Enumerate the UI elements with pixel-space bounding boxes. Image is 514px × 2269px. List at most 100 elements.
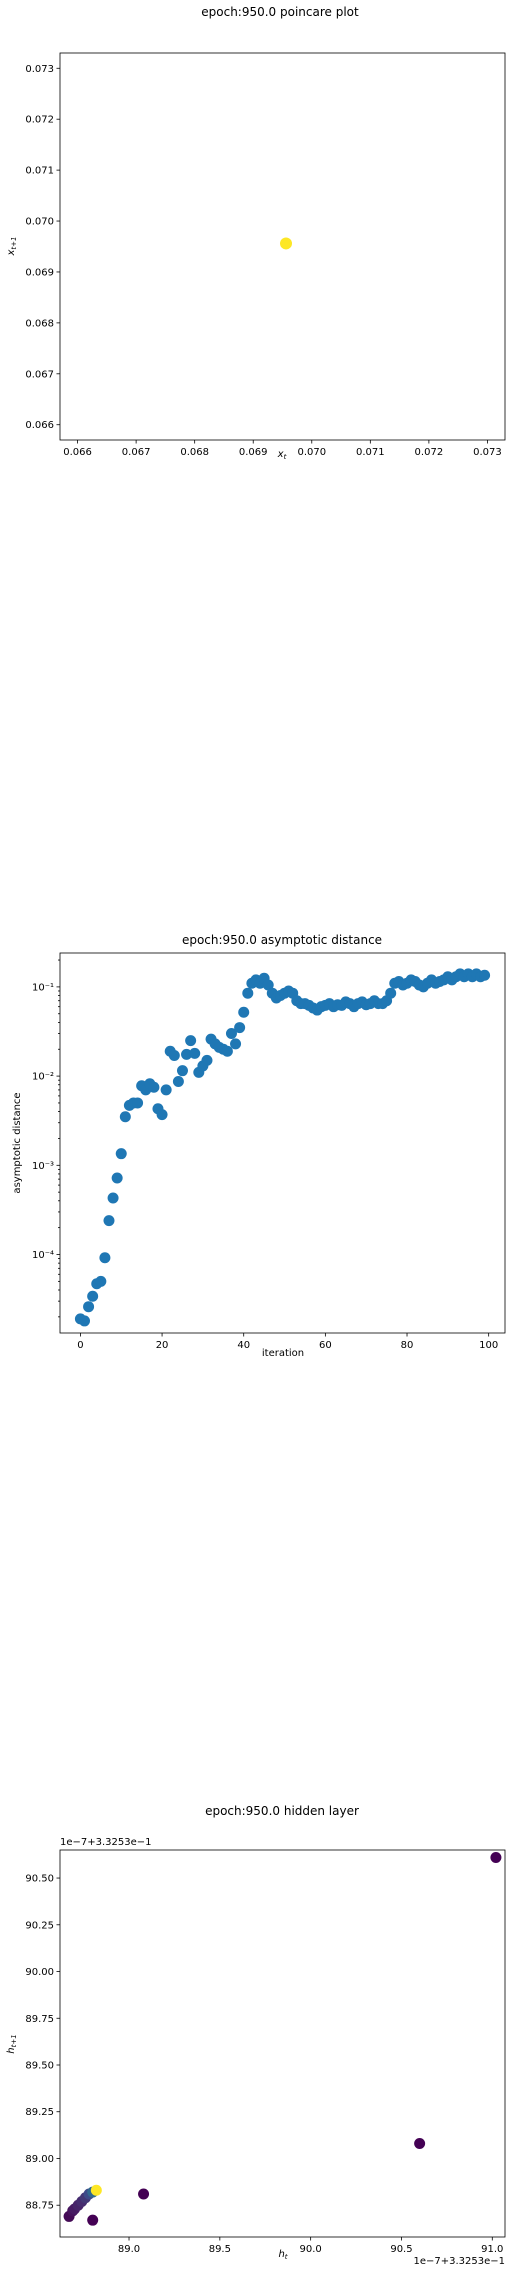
x-offset-text: 1e−7+3.3253e−1 [413,2256,505,2267]
data-point [172,1075,184,1087]
data-point [238,1006,250,1018]
x-tick-label: 89.5 [209,2244,231,2255]
x-tick-label: 40 [237,1340,250,1351]
y-tick-label: 0.070 [25,217,54,228]
data-point [107,1192,119,1204]
x-tick-label: 0.073 [473,447,502,458]
chart-title: epoch:950.0 asymptotic distance [182,933,382,947]
data-points [74,968,491,1327]
x-tick-label: 0 [77,1340,83,1351]
y-tick-label: 0.066 [25,420,54,431]
poincare-chart: epoch:950.0 poincare plot 0.066 0.067 0.06… [6,5,506,461]
x-axis: 0.066 0.067 0.068 0.069 0.070 0.071 0.072 0.073 [63,440,502,458]
chart-title: epoch:950.0 hidden layer [205,1804,359,1818]
data-point [280,237,293,250]
y-offset-text: 1e−7+3.3253e−1 [60,1837,152,1848]
data-point [78,1315,90,1327]
y-tick-label: 0.069 [25,267,54,278]
y-tick-label: 0.067 [25,369,54,380]
data-point [230,1038,242,1050]
y-axis-label: ht+1 [6,2034,18,2053]
x-tick-label: 60 [319,1340,332,1351]
data-point [95,1275,107,1287]
y-tick-label: 89.25 [25,2107,54,2118]
x-tick-label: 0.067 [122,447,151,458]
x-tick-label: 91.0 [481,2244,503,2255]
data-point [111,1172,123,1184]
data-point [132,1097,144,1109]
asymptotic-distance-chart: epoch:950.0 asymptotic distance 0 20 40 60 8… [12,933,506,1359]
y-tick-label: 0.071 [25,166,54,177]
x-tick-label: 89.0 [118,2244,140,2255]
y-tick-label: 89.50 [25,2061,54,2072]
data-point [176,1065,188,1077]
data-point [201,1054,213,1066]
data-point [181,1048,193,1060]
y-tick-label: 88.75 [25,2201,54,2212]
data-point [479,969,491,981]
x-tick-label: 0.066 [63,447,92,458]
data-point [156,1109,168,1121]
y-tick-label: 89.00 [25,2154,54,2165]
y-tick-label: 90.50 [25,1874,54,1885]
data-point [242,987,254,999]
x-tick-label: 90.5 [390,2244,412,2255]
data-point [385,987,397,999]
y-tick-label: 0.072 [25,115,54,126]
y-tick-label: 0.068 [25,318,54,329]
data-point [90,2184,102,2196]
data-point [87,1290,99,1302]
data-point [185,1035,197,1047]
hidden-layer-chart: epoch:950.0 hidden layer 1e−7+3.3253e−1 … [6,1804,506,2267]
x-axis-label: xt [277,449,287,461]
data-point [87,2214,99,2226]
x-axis-label: ht [278,2249,287,2261]
x-axis: 0 20 40 60 80 100 [77,1333,498,1351]
plot-area [59,1849,506,2238]
data-points [280,237,293,250]
y-axis-label: asymptotic distance [12,1092,23,1193]
data-point [83,1301,95,1313]
data-point [138,2188,150,2200]
y-tick-label: 10⁻³ [32,1161,54,1172]
data-point [160,1084,172,1096]
x-axis: 89.0 89.5 90.0 90.5 91.0 [118,2237,503,2255]
y-tick-label: 90.00 [25,1967,54,1978]
x-tick-label: 0.068 [180,447,209,458]
data-point [225,1028,237,1040]
x-tick-label: 0.070 [297,447,326,458]
data-point [262,979,274,991]
y-tick-label: 10⁻¹ [32,982,54,993]
x-tick-label: 100 [479,1340,498,1351]
data-point [148,1081,160,1093]
x-axis-label: iteration [262,1348,304,1359]
x-tick-label: 0.069 [239,447,268,458]
y-axis: 0.066 0.067 0.068 0.069 0.070 0.071 0.072 0.073 [25,64,60,431]
x-tick-label: 20 [156,1340,169,1351]
x-tick-label: 0.071 [356,447,385,458]
data-point [221,1045,233,1057]
x-tick-label: 80 [401,1340,414,1351]
plot-area [59,952,506,1334]
y-tick-label: 89.75 [25,2014,54,2025]
data-point [490,1851,502,1863]
y-tick-label: 10⁻⁴ [32,1250,54,1261]
x-tick-label: 0.072 [415,447,444,458]
y-axis: 88.75 89.00 89.25 89.50 89.75 90.00 90.25 90.50 [25,1874,60,2212]
data-points [63,1851,502,2226]
chart-title: epoch:950.0 poincare plot [201,5,359,19]
y-axis-label: xt+1 [6,237,18,257]
y-tick-label: 10⁻² [32,1072,54,1083]
data-point [168,1050,180,1062]
y-tick-label: 90.25 [25,1920,54,1931]
data-point [234,1022,246,1034]
y-tick-label: 0.073 [25,64,54,75]
y-axis: 10⁻⁴ 10⁻³ 10⁻² 10⁻¹ [32,959,60,1318]
data-point [119,1111,131,1123]
data-point [103,1215,115,1227]
data-point [189,1047,201,1059]
data-point [414,2138,426,2150]
data-point [115,1148,127,1160]
data-point [99,1252,111,1264]
